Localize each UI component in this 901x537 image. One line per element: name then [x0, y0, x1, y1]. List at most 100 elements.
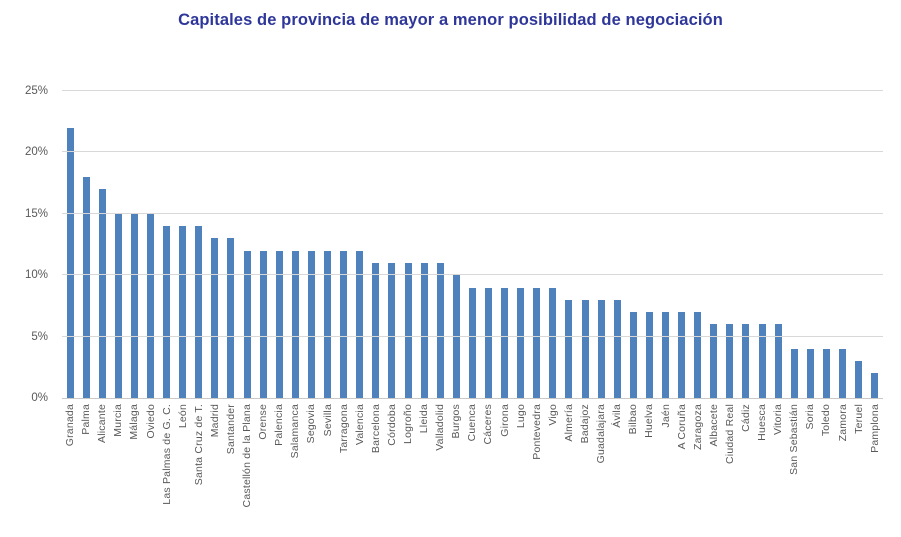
bar [517, 287, 525, 398]
x-label-slot: Vigo [545, 404, 561, 537]
bar-slot [818, 91, 834, 398]
bar [806, 348, 814, 398]
bar [404, 262, 412, 398]
bar [549, 287, 557, 398]
x-label-slot: Valladolid [432, 404, 448, 537]
bar [211, 238, 219, 398]
x-label-slot: Logroño [400, 404, 416, 537]
x-axis-line [62, 398, 883, 399]
x-axis-category-label: Tarragona [337, 404, 350, 454]
bar-slot [368, 91, 384, 398]
bar [742, 324, 750, 398]
x-axis-category-label: Sevilla [321, 404, 334, 437]
x-axis: Granada Palma Alicante Murcia Málaga Oviedo La… [62, 404, 883, 537]
x-axis-category-label: Santa Cruz de T. [192, 404, 205, 486]
x-label-slot: Pamplona [867, 404, 883, 537]
bar [114, 213, 122, 398]
x-axis-category-label: Valencia [353, 404, 366, 446]
x-label-slot: Granada [62, 404, 78, 537]
bar-slot [754, 91, 770, 398]
bar-slot [722, 91, 738, 398]
bar-slot [641, 91, 657, 398]
bar-slot [223, 91, 239, 398]
x-label-slot: Murcia [110, 404, 126, 537]
x-axis-category-label: Pamplona [868, 404, 881, 453]
bar [259, 250, 267, 398]
x-axis-category-label: Ávila [611, 404, 624, 428]
x-axis-category-label: Córdoba [385, 404, 398, 446]
x-axis-category-label: A Coruña [675, 404, 688, 450]
bar [839, 348, 847, 398]
y-axis-tick-label: 0% [31, 392, 48, 404]
x-label-slot: Sevilla [320, 404, 336, 537]
x-axis-category-label: Málaga [128, 404, 141, 440]
x-axis-category-label: Huelva [643, 404, 656, 438]
bar [147, 213, 155, 398]
bar [710, 324, 718, 398]
bar-slot [674, 91, 690, 398]
bar [758, 324, 766, 398]
plot-area [62, 90, 883, 399]
x-label-slot: Orense [255, 404, 271, 537]
x-axis-category-label: Soria [804, 404, 817, 430]
x-axis-category-label: Santander [224, 404, 237, 455]
x-label-slot: Madrid [207, 404, 223, 537]
x-label-slot: Palma [78, 404, 94, 537]
bar [195, 226, 203, 398]
x-axis-category-label: Barcelona [369, 404, 382, 454]
x-label-slot: Pontevedra [529, 404, 545, 537]
bar-slot [142, 91, 158, 398]
x-axis-category-label: Cáceres [482, 404, 495, 445]
x-axis-category-label: Toledo [820, 404, 833, 437]
chart-title: Capitales de provincia de mayor a menor … [178, 11, 723, 29]
bar-slot [561, 91, 577, 398]
bar-series [62, 91, 883, 398]
x-label-slot: Bilbao [625, 404, 641, 537]
x-label-slot: León [175, 404, 191, 537]
bar [855, 361, 863, 398]
bar-slot [497, 91, 513, 398]
x-axis-category-label: Orense [257, 404, 270, 440]
x-label-slot: Segovia [303, 404, 319, 537]
x-axis-category-label: Las Palmas de G. C. [160, 404, 173, 505]
bar [726, 324, 734, 398]
bar-slot [320, 91, 336, 398]
bar-slot [706, 91, 722, 398]
bar-slot [336, 91, 352, 398]
x-axis-category-label: Cuenca [466, 404, 479, 442]
bar [307, 250, 315, 398]
x-label-slot: Santa Cruz de T. [191, 404, 207, 537]
y-axis: 0% 5% 10% 15% 20% 25% [0, 85, 54, 404]
x-axis-category-label: Bilbao [627, 404, 640, 435]
bar [484, 287, 492, 398]
bar [613, 299, 621, 398]
bar [179, 226, 187, 398]
x-label-slot: Teruel [851, 404, 867, 537]
bar-slot [255, 91, 271, 398]
x-axis-category-label: Palencia [273, 404, 286, 446]
bar [645, 312, 653, 398]
bar-slot [851, 91, 867, 398]
x-axis-category-label: Segovia [305, 404, 318, 444]
bar-slot [384, 91, 400, 398]
x-axis-category-label: Burgos [450, 404, 463, 439]
bar-slot [609, 91, 625, 398]
x-axis-category-label: Lugo [514, 404, 527, 429]
x-label-slot: San Sebastián [786, 404, 802, 537]
x-label-slot: Cádiz [738, 404, 754, 537]
x-label-slot: Huelva [641, 404, 657, 537]
x-label-slot: Málaga [126, 404, 142, 537]
bar [420, 262, 428, 398]
x-axis-category-label: Oviedo [144, 404, 157, 439]
x-axis-category-label: Vigo [546, 404, 559, 426]
bar [227, 238, 235, 398]
bar-slot [545, 91, 561, 398]
gridline [62, 151, 883, 152]
bar [356, 250, 364, 398]
y-axis-tick-label: 15% [24, 208, 48, 220]
bar-slot [271, 91, 287, 398]
x-axis-category-label: Valladolid [434, 404, 447, 451]
gridline [62, 90, 883, 91]
bar [629, 312, 637, 398]
